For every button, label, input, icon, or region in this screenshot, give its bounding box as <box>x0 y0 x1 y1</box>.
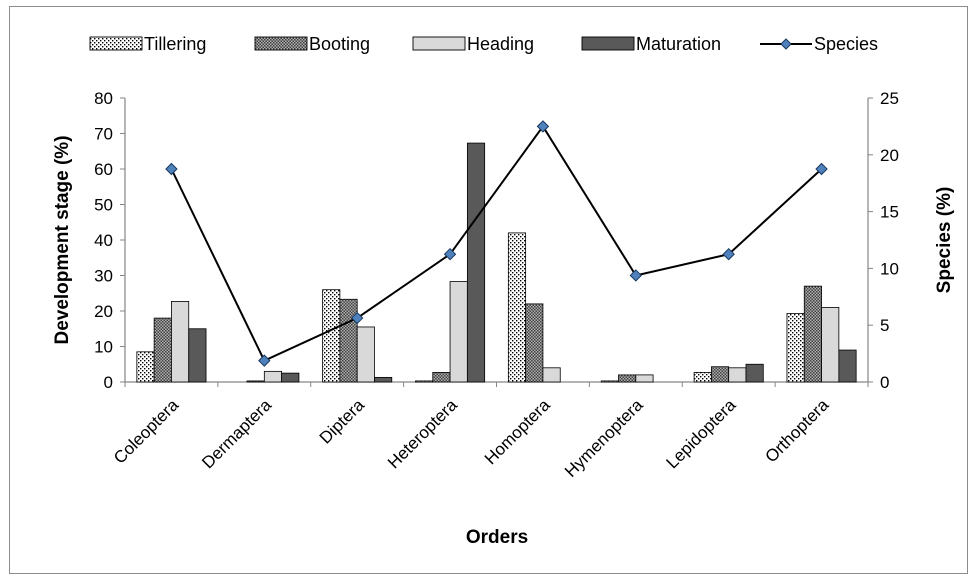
bar-tillering-heteroptera <box>415 380 434 383</box>
bar-tillering-diptera <box>322 289 341 383</box>
point-species-lepidoptera <box>722 247 735 261</box>
bar-heading-lepidoptera <box>728 367 747 383</box>
y-tick-label-left: 0 <box>104 373 113 392</box>
bar-heading-dermaptera <box>263 370 283 383</box>
bar-maturation-diptera <box>374 376 393 383</box>
legend-swatch-heading <box>412 36 466 51</box>
legend-swatch-species-marker <box>780 38 792 50</box>
bar-maturation-coleoptera <box>188 328 207 383</box>
y-tick-label-right: 5 <box>880 316 889 335</box>
y-tick-label-left: 30 <box>94 267 113 286</box>
legend-label-maturation: Maturation <box>636 34 721 54</box>
y-tick-label-left: 40 <box>94 231 113 250</box>
bar-tillering-lepidoptera <box>693 372 712 383</box>
legend-label-tillering: Tillering <box>144 34 206 54</box>
y-axis-title-left: Development stage (%) <box>52 135 73 344</box>
x-tick-label: Coleoptera <box>110 395 183 468</box>
bar-booting-heteroptera <box>432 372 451 383</box>
point-species-diptera <box>350 311 364 325</box>
y-tick-label-left: 50 <box>94 196 113 215</box>
point-species-coleoptera <box>165 162 178 176</box>
x-tick-label: Orthoptera <box>761 395 832 466</box>
bar-heading-homoptera <box>542 367 561 383</box>
legend-swatch-maturation <box>581 36 635 51</box>
bar-booting-coleoptera <box>153 317 172 383</box>
line-species <box>170 124 823 362</box>
y-tick-label-right: 15 <box>880 203 899 222</box>
x-tick-label: Diptera <box>316 395 369 448</box>
bar-booting-hymenoptera <box>618 374 637 383</box>
y-tick-label-left: 10 <box>94 338 113 357</box>
x-tick-label: Lepidoptera <box>663 395 740 472</box>
bar-heading-coleoptera <box>171 301 190 383</box>
bar-maturation-heteroptera <box>466 142 486 383</box>
y-axis-title-right: Species (%) <box>934 187 955 294</box>
point-species-hymenoptera <box>629 269 643 282</box>
point-species-orthoptera <box>815 162 828 176</box>
bar-tillering-coleoptera <box>136 351 155 383</box>
y-tick-label-left: 70 <box>94 125 113 144</box>
legend-label-heading: Heading <box>467 34 534 54</box>
y-tick-label-right: 0 <box>880 373 889 392</box>
bar-heading-heteroptera <box>449 281 468 383</box>
y-tick-label-left: 20 <box>94 302 113 321</box>
x-tick-label: Heteroptera <box>384 395 461 472</box>
bar-tillering-homoptera <box>507 232 527 383</box>
legend-swatch-tillering <box>89 36 143 51</box>
legend: Tillering Booting Heading Maturation Species <box>89 34 878 54</box>
bar-booting-diptera <box>339 298 358 383</box>
bar-tillering-hymenoptera <box>600 380 619 383</box>
point-species-heteroptera <box>443 247 457 261</box>
y-tick-label-left: 60 <box>94 160 113 179</box>
bar-booting-lepidoptera <box>710 366 730 383</box>
legend-label-booting: Booting <box>309 34 370 54</box>
y-tick-label-right: 25 <box>880 89 899 108</box>
y-tick-label-right: 10 <box>880 259 899 278</box>
bar-maturation-orthoptera <box>838 349 857 383</box>
bar-heading-hymenoptera <box>635 374 654 383</box>
x-tick-label: Homoptera <box>481 395 554 468</box>
bar-tillering-orthoptera <box>786 313 805 383</box>
x-tick-label: Dermaptera <box>198 395 275 472</box>
bar-booting-dermaptera <box>246 380 265 383</box>
y-tick-label-right: 20 <box>880 146 899 165</box>
bar-maturation-lepidoptera <box>745 363 764 383</box>
x-axis-title: Orders <box>466 527 528 548</box>
x-tick-label: Hymenoptera <box>561 395 647 481</box>
bar-booting-homoptera <box>525 303 544 383</box>
point-species-dermaptera <box>258 354 271 367</box>
plot-area: 0 10 20 30 40 50 60 70 80 0 5 10 15 20 25 Coleoptera Der… <box>94 89 899 481</box>
bar-maturation-dermaptera <box>281 372 300 383</box>
legend-swatch-booting <box>254 36 308 51</box>
legend-label-species: Species <box>814 34 878 54</box>
point-species-homoptera <box>536 120 550 133</box>
bar-heading-diptera <box>356 326 375 383</box>
bar-booting-orthoptera <box>803 285 822 383</box>
bar-heading-orthoptera <box>821 307 840 383</box>
y-tick-label-left: 80 <box>94 89 113 108</box>
